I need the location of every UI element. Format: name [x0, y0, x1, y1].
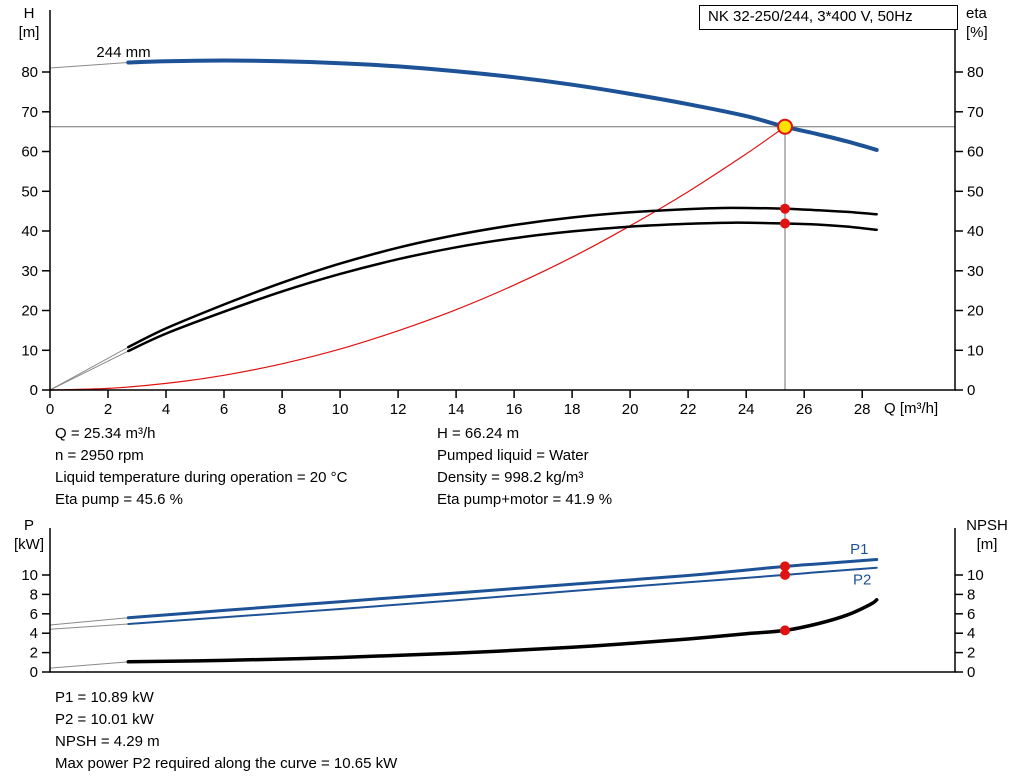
- right-axis-tick-label: 4: [967, 625, 975, 642]
- x-axis-tick-label: 16: [506, 401, 523, 418]
- right-axis-tick-label: 10: [967, 342, 984, 359]
- max-power-readout: Max power P2 required along the curve = …: [55, 755, 398, 772]
- right-axis-tick-label: 2: [967, 645, 975, 662]
- left-axis-tick-label: 40: [21, 223, 38, 240]
- p1-duty-dot: [780, 561, 790, 572]
- left-axis-tick-label: 8: [30, 586, 38, 603]
- npsh-leader: [49, 661, 129, 669]
- left-axis-tick-label: 2: [30, 645, 38, 662]
- head-curve-leader: [49, 62, 129, 69]
- npsh-axis-label: NPSH: [966, 517, 1008, 534]
- eta-axis-unit: [%]: [966, 24, 988, 41]
- duty-point-marker[interactable]: [777, 118, 793, 135]
- eta-pump-motor-duty-dot: [780, 218, 790, 229]
- density-readout: Density = 998.2 kg/m³: [437, 469, 584, 486]
- pumped-liquid-readout: Pumped liquid = Water: [437, 447, 589, 464]
- npsh-axis-title: NPSH [m]: [958, 516, 1016, 554]
- p2-readout: P2 = 10.01 kW: [55, 711, 154, 728]
- eta-pump-motor-leader: [49, 350, 129, 391]
- right-axis-tick-label: 60: [967, 144, 984, 161]
- right-axis-tick-label: 70: [967, 104, 984, 121]
- x-axis-tick-label: 20: [622, 401, 639, 418]
- flow-readout: Q = 25.34 m³/h: [55, 425, 156, 442]
- right-axis-tick-label: 6: [967, 606, 975, 623]
- right-axis-tick-label: 0: [967, 382, 975, 399]
- system-curve: [49, 126, 786, 391]
- left-axis-tick-label: 80: [21, 64, 38, 81]
- power-results-block: P1 = 10.89 kW P2 = 10.01 kW NPSH = 4.29 …: [55, 687, 397, 775]
- p2-duty-dot: [780, 569, 790, 580]
- eta-pump-leader: [49, 346, 129, 391]
- left-axis-tick-label: 0: [30, 664, 38, 681]
- p2-leader: [49, 623, 129, 630]
- x-axis-tick-label: 10: [332, 401, 349, 418]
- left-axis-tick-label: 70: [21, 104, 38, 121]
- left-axis-tick-label: 0: [30, 382, 38, 399]
- operating-point-col2: H = 66.24 m Pumped liquid = Water Densit…: [437, 423, 612, 511]
- eta-pump-motor-curve: [127, 221, 878, 353]
- left-axis-tick-label: 60: [21, 144, 38, 161]
- npsh-curve: [126, 598, 879, 664]
- left-axis-tick-label: 10: [21, 567, 38, 584]
- p1-curve: [126, 558, 879, 620]
- speed-readout: n = 2950 rpm: [55, 447, 144, 464]
- p1-leader: [49, 617, 129, 626]
- left-axis-tick-label: 30: [21, 263, 38, 280]
- npsh-readout: NPSH = 4.29 m: [55, 733, 160, 750]
- x-axis-tick-label: 6: [220, 401, 228, 418]
- left-axis-tick-label: 20: [21, 303, 38, 320]
- head-axis-unit: [m]: [18, 24, 40, 41]
- x-axis-tick-label: 2: [104, 401, 112, 418]
- liquid-temp-readout: Liquid temperature during operation = 20…: [55, 469, 348, 486]
- eta-pump-curve: [127, 206, 878, 349]
- eta-pump-duty-dot: [780, 203, 790, 214]
- right-axis-tick-label: 80: [967, 64, 984, 81]
- x-axis-tick-label: 18: [564, 401, 581, 418]
- power-axis-unit: [kW]: [14, 536, 44, 553]
- right-axis-tick-label: 0: [967, 664, 975, 681]
- impeller-diameter-label: 244 mm: [96, 44, 150, 61]
- npsh-duty-dot: [780, 625, 790, 636]
- head-axis-label: H: [23, 5, 35, 22]
- head-curve-244mm: [126, 58, 879, 152]
- x-axis-tick-label: 0: [46, 401, 54, 418]
- eta-axis-title: eta [%]: [966, 4, 988, 42]
- operating-point-col1: Q = 25.34 m³/h n = 2950 rpm Liquid tempe…: [55, 423, 347, 511]
- x-axis-tick-label: 22: [680, 401, 697, 418]
- x-axis-tick-label: 14: [448, 401, 465, 418]
- x-axis-tick-label: 8: [278, 401, 286, 418]
- pump-model-label: NK 32-250/244, 3*400 V, 50Hz: [708, 8, 913, 25]
- left-axis-tick-label: 50: [21, 183, 38, 200]
- npsh-axis-unit: [m]: [976, 536, 998, 553]
- left-axis-tick-label: 6: [30, 606, 38, 623]
- p2-curve-label: P2: [853, 572, 871, 589]
- x-axis-tick-label: 28: [854, 401, 871, 418]
- right-axis-tick-label: 40: [967, 223, 984, 240]
- eta-axis-label: eta: [966, 5, 987, 22]
- left-axis-tick-label: 10: [21, 342, 38, 359]
- eta-pump-motor-readout: Eta pump+motor = 41.9 %: [437, 491, 613, 508]
- head-axis-title: H [m]: [6, 4, 52, 42]
- right-axis-tick-label: 20: [967, 303, 984, 320]
- right-axis-tick-label: 30: [967, 263, 984, 280]
- x-axis-tick-label: 24: [738, 401, 755, 418]
- flow-axis-title: Q [m³/h]: [884, 400, 939, 417]
- pump-model-box: NK 32-250/244, 3*400 V, 50Hz: [699, 5, 958, 30]
- right-axis-tick-label: 50: [967, 183, 984, 200]
- x-axis-tick-label: 26: [796, 401, 813, 418]
- power-axis-title: P [kW]: [6, 516, 52, 554]
- right-axis-tick-label: 10: [967, 567, 984, 584]
- x-axis-tick-label: 12: [390, 401, 407, 418]
- eta-pump-readout: Eta pump = 45.6 %: [55, 491, 183, 508]
- head-readout: H = 66.24 m: [437, 425, 520, 442]
- x-axis-tick-label: 4: [162, 401, 170, 418]
- power-axis-label: P: [23, 517, 34, 534]
- right-axis-tick-label: 8: [967, 586, 975, 603]
- left-axis-tick-label: 4: [30, 625, 38, 642]
- p1-readout: P1 = 10.89 kW: [55, 689, 154, 706]
- p2-curve: [127, 566, 878, 625]
- p1-curve-label: P1: [850, 541, 868, 558]
